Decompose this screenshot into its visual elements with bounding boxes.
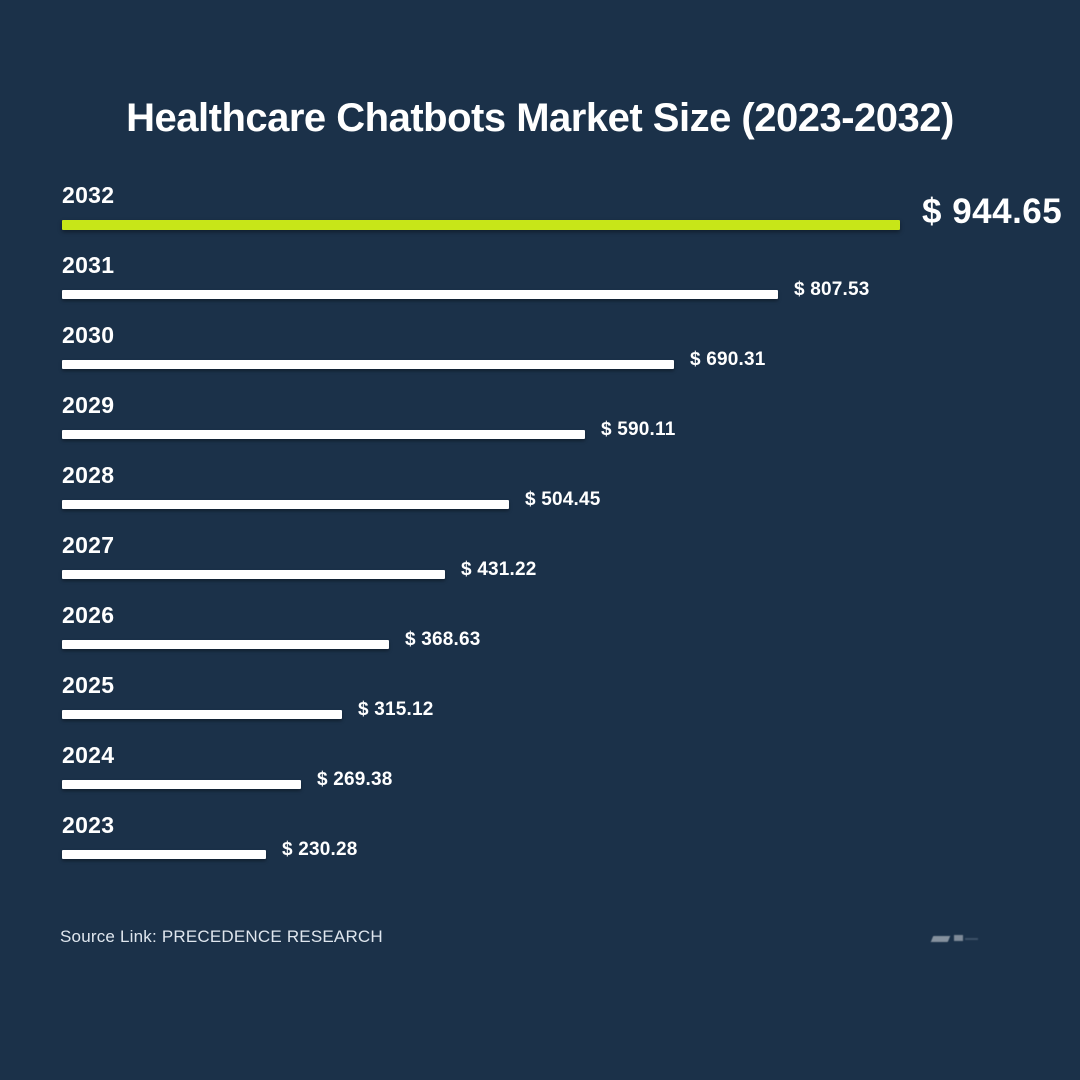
bar-fill xyxy=(62,360,674,369)
bar-row: 2032 $ 944.65 xyxy=(62,182,1062,252)
bar-track xyxy=(62,290,1018,300)
bar-year-label: 2031 xyxy=(62,252,115,278)
bar-year-label: 2024 xyxy=(62,742,115,768)
bar-track xyxy=(62,710,1018,720)
bar-value-label: $ 315.12 xyxy=(358,699,434,720)
bar-track xyxy=(62,570,1018,580)
bar-row: 2026 $ 368.63 xyxy=(62,602,1018,672)
bar-value-label: $ 504.45 xyxy=(525,489,601,510)
watermark-icon xyxy=(930,934,978,944)
bar-year-label: 2032 xyxy=(62,182,115,208)
bar-fill xyxy=(62,780,301,789)
bar-track xyxy=(62,500,1018,510)
bar-row: 2023 $ 230.28 xyxy=(62,812,1018,882)
bar-fill xyxy=(62,640,389,649)
source-link-note: Source Link: PRECEDENCE RESEARCH xyxy=(60,927,383,946)
bar-year-label: 2029 xyxy=(62,392,115,418)
bar-row: 2030 $ 690.31 xyxy=(62,322,1018,392)
bar-value-label: $ 368.63 xyxy=(405,629,481,650)
bar-row: 2027 $ 431.22 xyxy=(62,532,1018,602)
bar-row: 2025 $ 315.12 xyxy=(62,672,1018,742)
bar-value-label: $ 269.38 xyxy=(317,769,393,790)
bar-year-label: 2026 xyxy=(62,602,115,628)
bar-value-label: $ 944.65 xyxy=(922,192,1063,231)
bar-track xyxy=(62,430,1018,440)
bar-fill xyxy=(62,850,266,859)
bar-chart-plot-area: 2032 $ 944.65 2031 $ 807.53 2030 $ 690.31 2029… xyxy=(62,182,1062,882)
bar-fill xyxy=(62,710,342,719)
bar-fill xyxy=(62,500,509,509)
bar-fill xyxy=(62,570,445,579)
bar-track xyxy=(62,780,1018,790)
bar-track xyxy=(62,850,1018,860)
page-title: Healthcare Chatbots Market Size (2023-20… xyxy=(126,96,954,140)
bar-fill xyxy=(62,220,900,230)
bar-row: 2031 $ 807.53 xyxy=(62,252,1018,322)
bar-row: 2029 $ 590.11 xyxy=(62,392,1018,462)
bar-value-label: $ 690.31 xyxy=(690,349,766,370)
bar-year-label: 2028 xyxy=(62,462,115,488)
bar-track xyxy=(62,220,1018,230)
bar-year-label: 2023 xyxy=(62,812,115,838)
bar-value-label: $ 230.28 xyxy=(282,839,358,860)
bar-fill xyxy=(62,290,778,299)
bar-value-label: $ 807.53 xyxy=(794,279,870,300)
bar-year-label: 2030 xyxy=(62,322,115,348)
bar-value-label: $ 590.11 xyxy=(601,419,676,440)
bar-row: 2024 $ 269.38 xyxy=(62,742,1018,812)
bar-year-label: 2027 xyxy=(62,532,115,558)
bar-track xyxy=(62,360,1018,370)
bar-track xyxy=(62,640,1018,650)
bar-fill xyxy=(62,430,585,439)
bar-row: 2028 $ 504.45 xyxy=(62,462,1018,532)
bar-value-label: $ 431.22 xyxy=(461,559,537,580)
bar-year-label: 2025 xyxy=(62,672,115,698)
